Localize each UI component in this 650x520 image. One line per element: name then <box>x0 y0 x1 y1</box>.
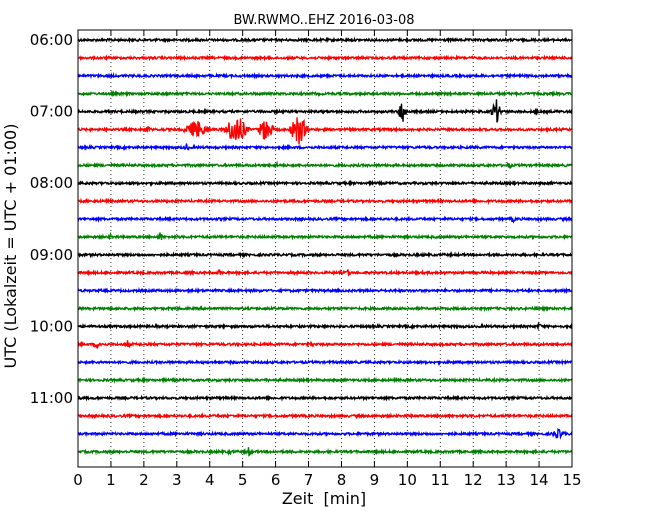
trace-row-0830 <box>77 215 573 224</box>
trace-row-1100 <box>77 394 573 402</box>
x-tick-label: 6 <box>271 471 281 489</box>
y-tick-label: 10:00 <box>30 317 73 335</box>
trace-row-0630 <box>77 72 573 80</box>
trace-row-1015 <box>77 340 573 350</box>
plot-frame <box>77 29 573 468</box>
trace-row-1115 <box>77 412 573 420</box>
trace-row-0645 <box>77 90 573 98</box>
x-tick-label: 15 <box>562 471 581 489</box>
x-tick-label: 7 <box>304 471 314 489</box>
trace-row-0915 <box>77 268 573 277</box>
trace-row-0945 <box>77 304 573 313</box>
trace-row-1000 <box>77 321 573 331</box>
x-tick-label: 8 <box>337 471 347 489</box>
x-tick-label: 11 <box>431 471 450 489</box>
trace-row-1130 <box>77 427 573 440</box>
x-tick-label: 12 <box>464 471 483 489</box>
trace-row-0815 <box>77 197 573 205</box>
y-tick-label: 06:00 <box>30 31 73 49</box>
x-tick-label: 3 <box>172 471 182 489</box>
x-tick-label: 4 <box>205 471 215 489</box>
trace-row-0745 <box>77 160 573 169</box>
x-tick-label: 10 <box>398 471 417 489</box>
x-tick-label: 14 <box>530 471 549 489</box>
y-axis-label: UTC (Lokalzeit = UTC + 01:00) <box>1 124 20 369</box>
x-axis-ticks: 0 1 2 3 4 5 6 7 8 9 10 11 12 13 14 15 <box>73 30 582 489</box>
y-tick-label: 11:00 <box>30 389 73 407</box>
trace-row-0615 <box>77 54 573 62</box>
trace-row-1030 <box>77 358 573 366</box>
trace-row-0900 <box>77 251 573 259</box>
trace-row-0730 <box>77 143 573 152</box>
x-tick-label: 0 <box>73 471 83 489</box>
trace-row-0930 <box>77 286 573 295</box>
x-tick-label: 2 <box>139 471 149 489</box>
x-axis-label: Zeit [min] <box>282 489 366 508</box>
x-tick-label: 13 <box>497 471 516 489</box>
y-axis-ticks: 06:00 07:00 08:00 09:00 10:00 11:00 <box>30 31 572 407</box>
trace-row-1145 <box>77 447 573 457</box>
chart-title: BW.RWMO..EHZ 2016-03-08 <box>233 13 414 28</box>
x-tick-label: 1 <box>106 471 116 489</box>
x-tick-label: 5 <box>238 471 248 489</box>
trace-row-1045 <box>77 376 573 384</box>
y-tick-label: 07:00 <box>30 103 73 121</box>
y-tick-label: 09:00 <box>30 246 73 264</box>
trace-row-0715 <box>77 117 573 145</box>
trace-rows <box>77 36 573 457</box>
x-tick-label: 9 <box>370 471 380 489</box>
grid-lines <box>110 30 540 467</box>
y-tick-label: 08:00 <box>30 174 73 192</box>
trace-row-0800 <box>77 179 573 187</box>
trace-row-0845 <box>77 231 573 241</box>
trace-row-0600 <box>77 36 573 44</box>
trace-row-0700 <box>77 99 573 123</box>
